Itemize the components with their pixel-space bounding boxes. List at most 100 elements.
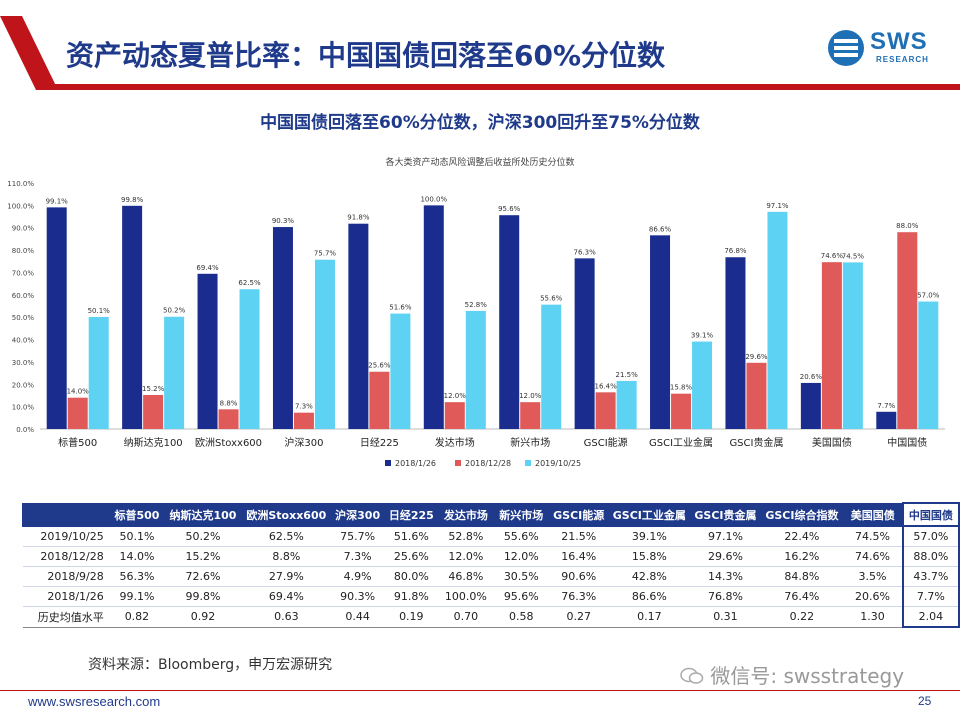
bar-value-label: 50.2%	[163, 307, 186, 315]
table-cell: 46.8%	[438, 566, 494, 587]
y-tick-label: 0.0%	[16, 426, 34, 434]
bar-1	[725, 257, 746, 429]
bar-value-label: 90.3%	[272, 217, 295, 225]
bar-value-label: 51.6%	[389, 304, 412, 312]
bar-3	[88, 316, 109, 429]
website-link[interactable]: www.swsresearch.com	[28, 694, 161, 709]
bar-value-label: 12.0%	[444, 392, 467, 400]
bar-2	[671, 393, 692, 429]
x-tick-label: GSCI贵金属	[729, 436, 783, 449]
y-tick-label: 110.0%	[7, 180, 34, 188]
bar-1	[423, 205, 444, 429]
bar-3	[164, 316, 185, 429]
table-cell: 0.17	[608, 606, 691, 628]
bar-chart: 各大类资产动态风险调整后收益所处历史分位数 0.0% 10.0% 20.0% 30.0%…	[7, 156, 945, 468]
bar-value-label: 15.8%	[670, 384, 693, 392]
x-tick-label: 欧洲Stoxx600	[195, 437, 262, 449]
bar-2	[444, 402, 465, 429]
bar-value-label: 76.8%	[724, 247, 747, 255]
table-cell: 50.1%	[109, 526, 165, 547]
table-cell: 0.27	[549, 606, 609, 628]
bar-1	[122, 205, 143, 429]
logo-subtext: RESEARCH	[876, 55, 929, 64]
table-row: 2019/10/25 50.1% 50.2% 62.5% 75.7% 51.6% 52.8%…	[22, 526, 960, 547]
bar-3	[918, 301, 939, 429]
bar-value-label: 74.5%	[842, 252, 865, 260]
table-cell: 0.92	[164, 606, 242, 628]
table-cell: 1.30	[843, 606, 903, 628]
table-header-cell: 新兴市场	[493, 502, 550, 527]
bar-1	[46, 207, 67, 429]
legend-label: 2018/1/26	[395, 459, 436, 468]
bar-value-label: 69.4%	[196, 264, 219, 272]
table-cell: 57.0%	[901, 526, 960, 547]
x-tick-label: 新兴市场	[510, 436, 550, 449]
table-cell: 15.2%	[164, 546, 242, 567]
table-cell: 0.58	[493, 606, 549, 628]
table-cell: 95.6%	[493, 586, 549, 607]
table-cell: 16.2%	[760, 546, 844, 567]
bar-value-label: 95.6%	[498, 205, 521, 213]
bar-2	[746, 362, 767, 429]
table-cell: 0.22	[760, 606, 844, 628]
bar-value-label: 88.0%	[896, 222, 919, 230]
wechat-watermark: 微信号: swsstrategy	[680, 660, 904, 689]
table-cell: 12.0%	[493, 546, 549, 567]
table-cell: 0.44	[330, 606, 385, 628]
legend-swatch	[525, 460, 531, 466]
table-cell: 7.3%	[330, 546, 385, 567]
table-cell: 39.1%	[608, 526, 691, 547]
bar-3	[767, 211, 788, 429]
table-cell: 86.6%	[608, 586, 691, 607]
table-cell: 8.8%	[241, 546, 331, 567]
legend-label: 2018/12/28	[465, 459, 511, 468]
table-cell: 50.2%	[164, 526, 242, 547]
table-cell: 22.4%	[760, 526, 844, 547]
table-cell: 84.8%	[760, 566, 844, 587]
header-divider	[40, 84, 960, 90]
table-header-cell: 发达市场	[437, 502, 495, 527]
bar-2	[897, 232, 918, 429]
page-number: 25	[918, 694, 932, 708]
bar-value-label: 14.0%	[67, 388, 90, 396]
bar-value-label: 52.8%	[465, 301, 488, 309]
table-header-cell: 纳斯达克100	[163, 502, 243, 527]
table-header-row: 标普500 纳斯达克100 欧洲Stoxx600 沪深300 日经225 发达市场 新兴市场…	[21, 502, 960, 527]
table-cell: 100.0%	[438, 586, 494, 607]
bar-value-label: 39.1%	[691, 332, 714, 340]
wechat-id: 微信号: swsstrategy	[710, 664, 905, 688]
table-header-cell: 中国国债	[901, 502, 960, 527]
bar-2	[821, 262, 842, 429]
bar-value-label: 21.5%	[616, 371, 639, 379]
bar-value-label: 76.3%	[574, 248, 597, 256]
table-cell: 14.3%	[690, 566, 761, 587]
table-header-cell: 美国国债	[842, 502, 904, 527]
bar-value-label: 75.7%	[314, 250, 337, 258]
table-header-cell: 日经225	[383, 502, 439, 527]
table-cell: 30.5%	[493, 566, 549, 587]
page-title: 资产动态夏普比率：中国国债回落至60%分位数	[66, 39, 666, 72]
table-cell: 0.70	[438, 606, 494, 628]
table-header-cell: GSCI综合指数	[760, 502, 844, 527]
table-row: 历史均值水平 0.82 0.92 0.63 0.44 0.19 0.70 0.58 0.27 0.…	[22, 606, 960, 628]
table-cell: 27.9%	[241, 566, 331, 587]
bar-value-label: 16.4%	[595, 382, 618, 390]
bar-2	[218, 409, 239, 429]
bar-value-label: 57.0%	[917, 292, 940, 300]
table-cell: 20.6%	[843, 586, 903, 607]
table-cell: 76.8%	[690, 586, 761, 607]
bar-1	[876, 411, 897, 429]
bar-3	[390, 313, 411, 429]
table-header-cell	[21, 502, 111, 527]
bar-3	[616, 380, 637, 429]
legend-label: 2019/10/25	[535, 459, 581, 468]
header-accent	[0, 16, 58, 90]
table-row-label: 历史均值水平	[22, 606, 110, 628]
bar-value-label: 99.1%	[46, 197, 69, 205]
table-cell: 99.8%	[164, 586, 242, 607]
y-tick-label: 70.0%	[12, 269, 35, 277]
table-cell: 99.1%	[109, 586, 165, 607]
table-cell: 97.1%	[690, 526, 761, 547]
table-cell: 62.5%	[241, 526, 331, 547]
y-tick-label: 20.0%	[12, 381, 35, 389]
